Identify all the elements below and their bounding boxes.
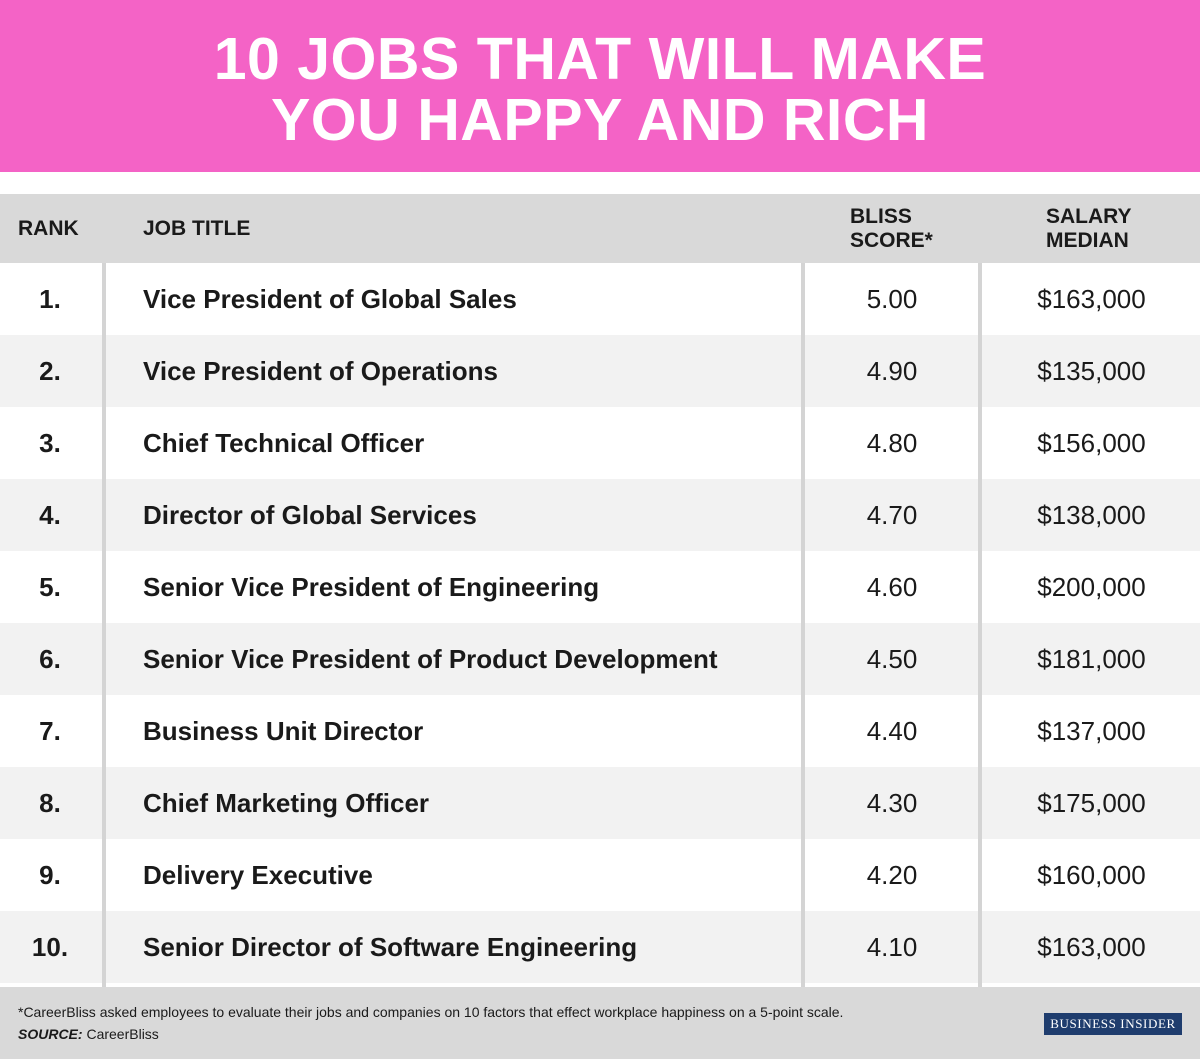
job-title-cell: Chief Marketing Officer xyxy=(143,787,430,818)
column-divider xyxy=(102,263,106,987)
column-header-job-title: JOB TITLE xyxy=(143,216,251,240)
business-insider-logo: BUSINESS INSIDER xyxy=(1044,1013,1182,1035)
column-header-bliss-score: BLISS SCORE* xyxy=(850,194,960,263)
page-title-line-1: 10 JOBS THAT WILL MAKE xyxy=(213,26,987,92)
job-title-cell: Senior Vice President of Engineering xyxy=(143,571,600,602)
rank-cell: 4. xyxy=(39,499,61,530)
table-row: 5. Senior Vice President of Engineering … xyxy=(0,551,1200,623)
salary-cell: $200,000 xyxy=(1037,571,1146,602)
salary-cell: $163,000 xyxy=(1037,931,1146,962)
salary-cell: $135,000 xyxy=(1037,355,1146,386)
bliss-score-cell: 5.00 xyxy=(866,283,918,314)
job-title-cell: Delivery Executive xyxy=(143,859,373,890)
bliss-score-cell: 4.40 xyxy=(866,715,918,746)
title-banner: 10 JOBS THAT WILL MAKE YOU HAPPY AND RIC… xyxy=(0,0,1200,172)
table-row: 2. Vice President of Operations 4.90 $13… xyxy=(0,335,1200,407)
column-header-rank: RANK xyxy=(18,216,79,240)
table-row: 7. Business Unit Director 4.40 $137,000 xyxy=(0,695,1200,767)
rank-cell: 7. xyxy=(39,715,61,746)
column-header-salary-line-1: SALARY xyxy=(1046,204,1132,228)
column-divider xyxy=(978,263,982,987)
rank-cell: 10. xyxy=(31,931,69,962)
job-title-cell: Senior Vice President of Product Develop… xyxy=(143,643,718,674)
table-row: 8. Chief Marketing Officer 4.30 $175,000 xyxy=(0,767,1200,839)
job-title-cell: Chief Technical Officer xyxy=(143,427,425,458)
rank-cell: 9. xyxy=(39,859,61,890)
table-body: 1. Vice President of Global Sales 5.00 $… xyxy=(0,263,1200,987)
column-divider xyxy=(801,263,805,987)
salary-cell: $175,000 xyxy=(1037,787,1146,818)
bliss-score-cell: 4.80 xyxy=(866,427,918,458)
bliss-score-cell: 4.70 xyxy=(866,499,918,530)
column-header-bliss-line-2: SCORE* xyxy=(850,228,933,252)
bliss-score-cell: 4.10 xyxy=(866,931,918,962)
rank-cell: 2. xyxy=(39,355,61,386)
table-row: 4. Director of Global Services 4.70 $138… xyxy=(0,479,1200,551)
table-header: RANK JOB TITLE BLISS SCORE* SALARY MEDIA… xyxy=(0,194,1200,263)
job-title-cell: Senior Director of Software Engineering xyxy=(143,931,638,962)
bliss-score-cell: 4.30 xyxy=(866,787,918,818)
source-line: SOURCE: CareerBliss xyxy=(18,1026,159,1042)
bliss-score-cell: 4.60 xyxy=(866,571,918,602)
salary-cell: $160,000 xyxy=(1037,859,1146,890)
column-header-salary-line-2: MEDIAN xyxy=(1046,228,1129,252)
table-row: 1. Vice President of Global Sales 5.00 $… xyxy=(0,263,1200,335)
bliss-score-cell: 4.20 xyxy=(866,859,918,890)
salary-cell: $156,000 xyxy=(1037,427,1146,458)
rank-cell: 5. xyxy=(39,571,61,602)
job-title-cell: Business Unit Director xyxy=(143,715,424,746)
table-row: 9. Delivery Executive 4.20 $160,000 xyxy=(0,839,1200,911)
job-title-cell: Vice President of Operations xyxy=(143,355,498,386)
table-row: 6. Senior Vice President of Product Deve… xyxy=(0,623,1200,695)
bliss-score-cell: 4.50 xyxy=(866,643,918,674)
table-row: 10. Senior Director of Software Engineer… xyxy=(0,911,1200,983)
footnote: *CareerBliss asked employees to evaluate… xyxy=(18,1004,844,1020)
salary-cell: $181,000 xyxy=(1037,643,1146,674)
source-label: SOURCE: xyxy=(18,1026,83,1042)
salary-cell: $163,000 xyxy=(1037,283,1146,314)
salary-cell: $138,000 xyxy=(1037,499,1146,530)
rank-cell: 6. xyxy=(39,643,61,674)
page-title-line-2: YOU HAPPY AND RICH xyxy=(270,87,930,153)
column-header-bliss-line-1: BLISS xyxy=(850,204,912,228)
rank-cell: 1. xyxy=(39,283,61,314)
bliss-score-cell: 4.90 xyxy=(866,355,918,386)
source-value: CareerBliss xyxy=(82,1026,159,1042)
column-header-salary-median: SALARY MEDIAN xyxy=(1046,194,1166,263)
rank-cell: 8. xyxy=(39,787,61,818)
banner-spacer xyxy=(0,172,1200,194)
rank-cell: 3. xyxy=(39,427,61,458)
job-title-cell: Director of Global Services xyxy=(143,499,477,530)
footer: *CareerBliss asked employees to evaluate… xyxy=(0,987,1200,1059)
job-title-cell: Vice President of Global Sales xyxy=(143,283,517,314)
table-row: 3. Chief Technical Officer 4.80 $156,000 xyxy=(0,407,1200,479)
salary-cell: $137,000 xyxy=(1037,715,1146,746)
